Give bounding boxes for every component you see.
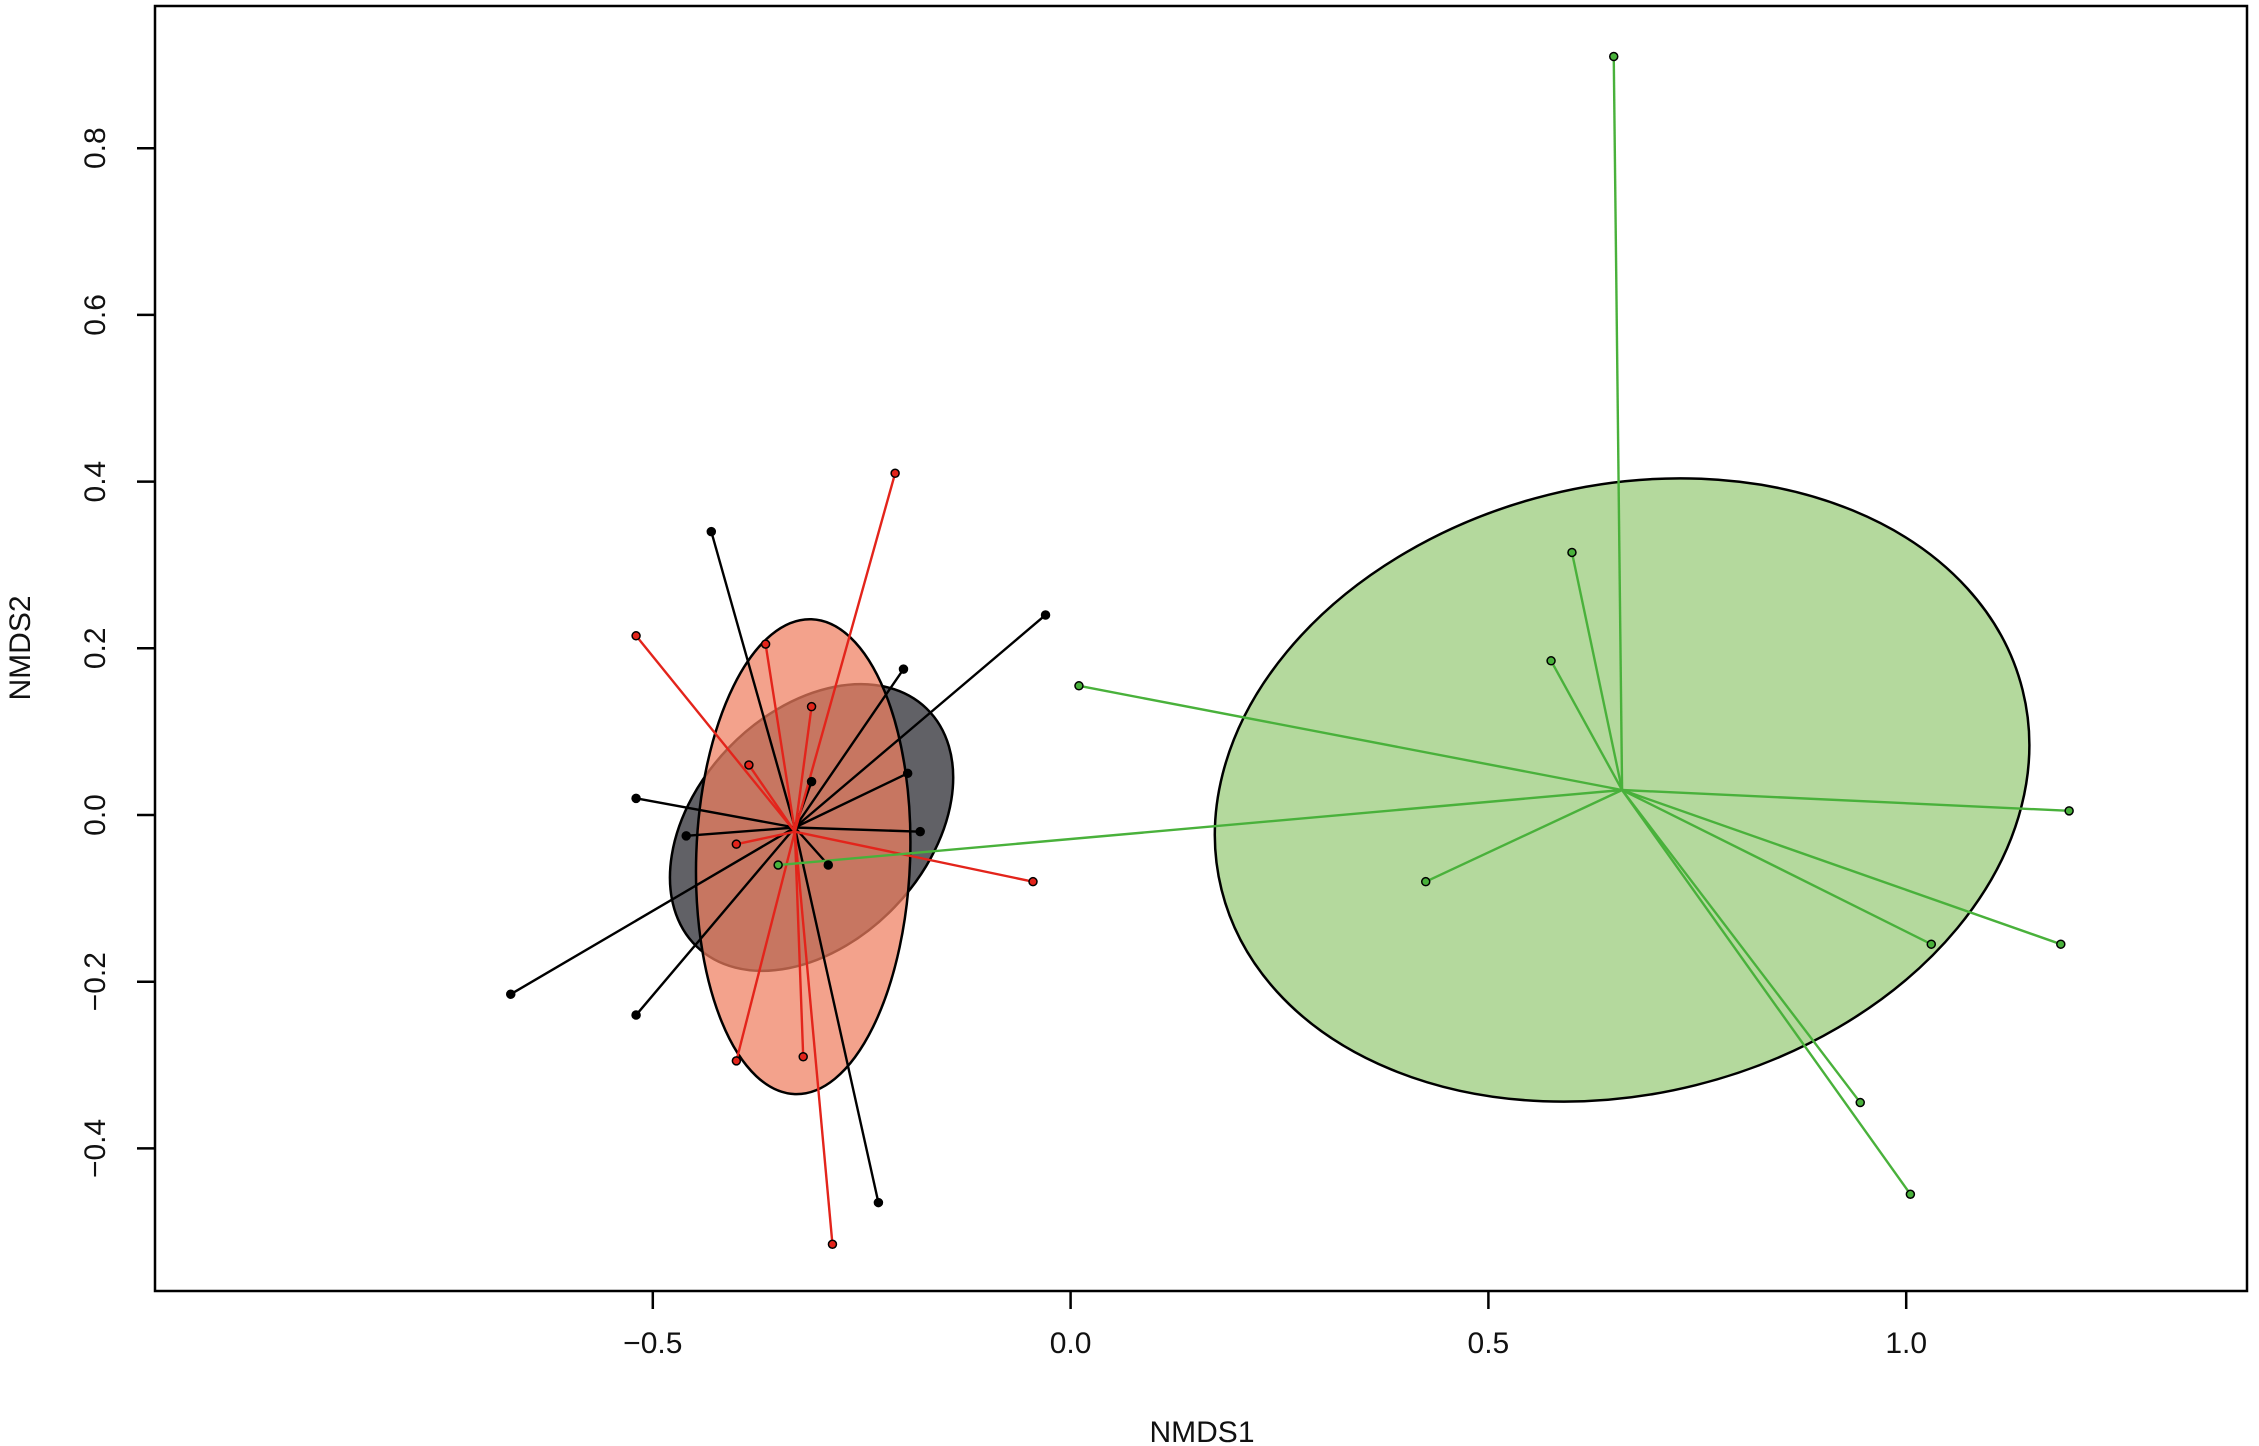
group-2-spider-line (793, 831, 805, 1057)
group-2-point (890, 468, 900, 479)
y-tick-label: −0.2 (79, 952, 112, 1011)
point-layer (505, 51, 2074, 1250)
group-1-point (806, 776, 817, 787)
x-tick-label: 0.0 (1050, 1327, 1092, 1360)
group-2-spider-line (735, 831, 797, 1062)
group-3-point (2064, 806, 2074, 816)
group-3-point (1926, 939, 1937, 949)
group-1-point (631, 1010, 641, 1020)
group-2-spider-line (793, 831, 834, 1245)
group-1-spider-line (635, 826, 796, 1016)
y-tick-label: 0.0 (79, 794, 112, 836)
group-1-spider-line (793, 827, 880, 1203)
y-tick-label: −0.4 (79, 1119, 112, 1178)
y-tick-label: 0.6 (79, 294, 112, 336)
x-axis: −0.50.00.51.01.5 (623, 1291, 1927, 1360)
x-tick-label: 0.5 (1468, 1327, 1510, 1360)
spider-layer (510, 56, 2070, 1245)
group-3-point (1420, 876, 1431, 887)
group-1-point (681, 831, 691, 841)
group-2-spider-line (736, 830, 796, 846)
x-tick-label: −0.5 (623, 1327, 682, 1360)
group-2-point (806, 701, 817, 712)
group-2-spider-line (635, 635, 796, 833)
x-axis-title: NMDS1 (1149, 1416, 1254, 1446)
group-3-point (1905, 1189, 1916, 1199)
y-tick-label: 0.2 (79, 627, 112, 669)
group-1-spider-line (710, 531, 797, 828)
group-1-point (902, 768, 913, 779)
group-3-spider-line (778, 788, 1623, 867)
group-2-point (731, 1056, 742, 1066)
group-3-point (1567, 547, 1577, 558)
group-3-point (1608, 51, 1619, 62)
y-axis-title: NMDS2 (4, 595, 37, 700)
group-3-spider-line (1621, 788, 1932, 946)
y-tick-label: 0.8 (79, 127, 112, 169)
group-1-spider-line (794, 614, 1047, 829)
group-3-spider-line (1621, 788, 2062, 946)
group-3-point (2056, 939, 2066, 949)
group-3-point (1074, 681, 1084, 691)
group-3-point (773, 860, 783, 870)
group-1-spider-line (510, 826, 796, 996)
group-2-point (731, 839, 742, 849)
group-1-spider-line (794, 826, 921, 833)
group-1-point (823, 860, 834, 870)
group-2-spider-line (793, 706, 813, 832)
y-axis: −0.4 −0.2 0.0 0.2 0.4 0.6 0.8 (79, 127, 155, 1178)
x-tick-label: 1.0 (1885, 1327, 1927, 1360)
group-1-point (505, 989, 516, 999)
group-2-spider-line (747, 764, 796, 833)
group-1-point (706, 526, 717, 537)
group-1-point (1040, 610, 1051, 620)
group-2-spider-line (764, 643, 797, 832)
group-3-spider-line (1612, 56, 1624, 791)
group-2-point (1028, 876, 1038, 887)
group-3-point (1855, 1097, 1865, 1108)
group-3-spider-line (1621, 789, 1912, 1195)
group-2-spider-line (793, 472, 897, 832)
group-3-spider-line (1078, 684, 1623, 792)
group-2-point (631, 631, 641, 641)
group-1-spider-line (635, 797, 796, 829)
group-1-point (915, 826, 925, 837)
group-1-spider-line (686, 826, 795, 838)
group-1-point (873, 1197, 884, 1208)
group-2-point (827, 1239, 838, 1250)
group-3-spider-line (1425, 788, 1623, 883)
group-3-spider-line (1550, 660, 1624, 791)
group-1-point (631, 793, 641, 804)
group-3-spider-line (1621, 789, 1862, 1104)
group-1-spider-line (793, 668, 905, 829)
group-3-point (1546, 656, 1556, 666)
group-2-spider-line (794, 830, 1034, 883)
group-3-spider-line (1570, 552, 1624, 791)
group-1-spider-line (794, 772, 909, 829)
group-3-spider-line (1622, 788, 2070, 813)
group-1-point (898, 664, 909, 674)
group-2-point (744, 760, 754, 770)
y-tick-label: 0.4 (79, 461, 112, 503)
group-2-point (760, 639, 771, 649)
group-2-point (798, 1051, 808, 1062)
